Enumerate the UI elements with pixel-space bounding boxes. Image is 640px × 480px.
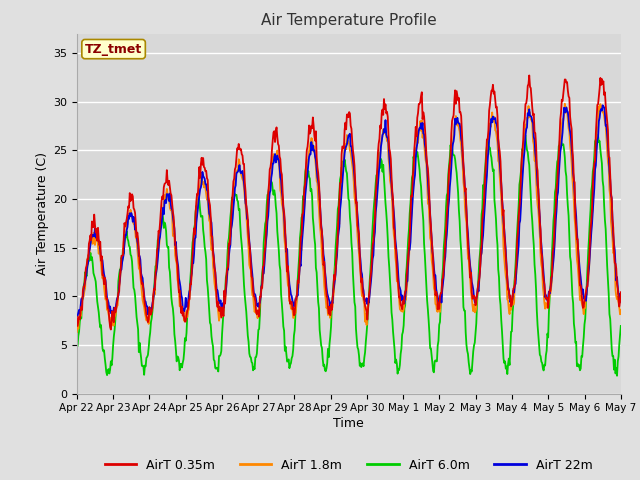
X-axis label: Time: Time	[333, 418, 364, 431]
Title: Air Temperature Profile: Air Temperature Profile	[261, 13, 436, 28]
Y-axis label: Air Temperature (C): Air Temperature (C)	[36, 152, 49, 275]
Text: TZ_tmet: TZ_tmet	[85, 43, 142, 56]
Legend: AirT 0.35m, AirT 1.8m, AirT 6.0m, AirT 22m: AirT 0.35m, AirT 1.8m, AirT 6.0m, AirT 2…	[100, 454, 598, 477]
